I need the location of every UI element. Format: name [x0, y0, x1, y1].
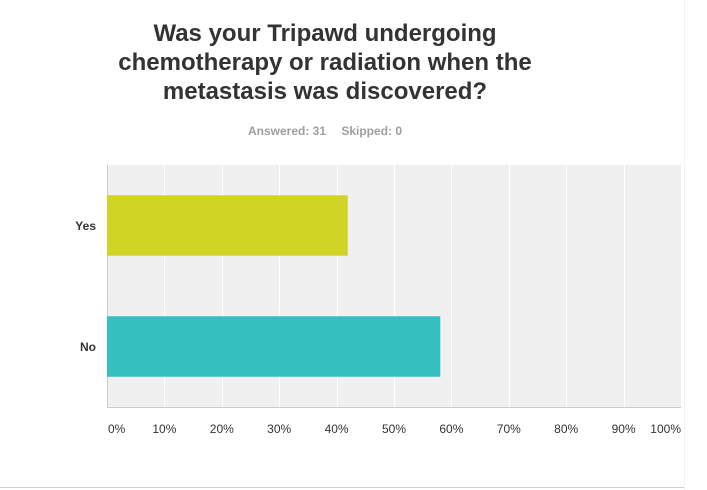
x-tick-label: 30% [267, 422, 291, 436]
x-tick-label: 0% [108, 422, 126, 436]
x-tick-label: 60% [439, 422, 463, 436]
chart-title: Was your Tripawd undergoing chemotherapy… [118, 20, 532, 105]
x-tick-label: 100% [650, 422, 681, 436]
x-tick-label: 80% [554, 422, 578, 436]
panel-divider [0, 487, 684, 488]
answered-count: Answered: 31 [247, 124, 326, 138]
category-label: No [80, 340, 96, 354]
response-stats: Answered: 31 Skipped: 0 [0, 124, 650, 138]
category-label: Yes [75, 219, 96, 233]
bar-no [107, 316, 441, 377]
panel-edge [684, 0, 685, 490]
x-tick-label: 90% [612, 422, 636, 436]
skipped-count: Skipped: 0 [341, 124, 403, 138]
x-tick-label: 10% [152, 422, 176, 436]
x-tick-label: 20% [210, 422, 234, 436]
x-tick-label: 40% [325, 422, 349, 436]
x-tick-label: 70% [497, 422, 521, 436]
bar-yes [107, 195, 348, 256]
x-tick-label: 50% [382, 422, 406, 436]
